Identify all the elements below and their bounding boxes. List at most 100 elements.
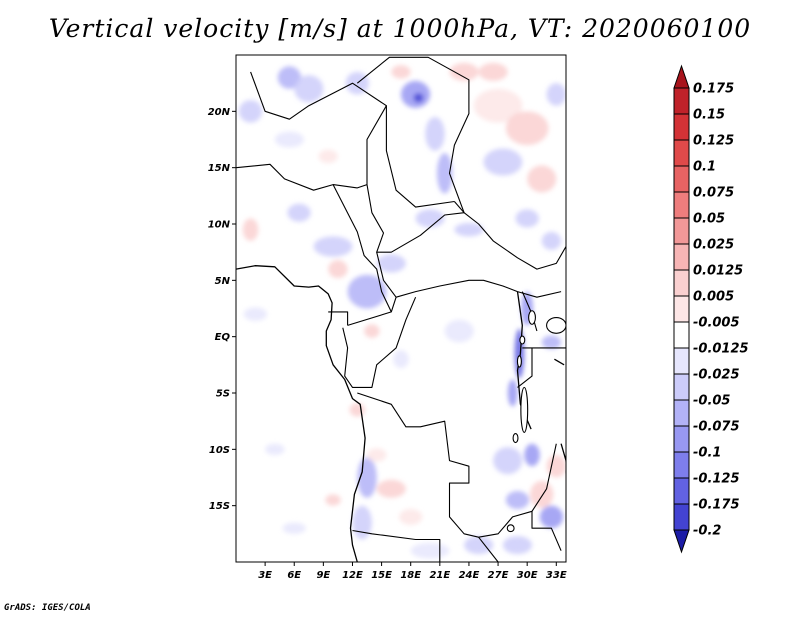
colorbar-swatch (673, 87, 690, 115)
country-boundary (236, 163, 465, 253)
lake-outline (512, 433, 519, 444)
colorbar-label: -0.025 (693, 368, 740, 383)
velocity-patch (376, 254, 406, 273)
colorbar-swatch (673, 217, 690, 245)
country-boundary (376, 252, 562, 298)
country-boundary (347, 297, 397, 326)
colorbar-label: -0.005 (693, 316, 740, 331)
colorbar-swatch (673, 477, 690, 505)
country-boundary (357, 392, 557, 538)
country-boundary (385, 105, 455, 208)
colorbar-label: 0.025 (693, 238, 734, 253)
velocity-patch (473, 88, 523, 123)
velocity-patch (493, 447, 523, 475)
lake-outline (520, 386, 529, 433)
colorbar-label: 0.05 (693, 212, 725, 227)
velocity-patch (391, 65, 411, 79)
lon-tick-label: 9E (316, 570, 330, 581)
velocity-patch (328, 260, 348, 279)
lat-tick-label: 15N (208, 163, 231, 174)
colorbar-swatch (673, 503, 690, 531)
velocity-patch (313, 236, 353, 257)
velocity-patch (364, 324, 380, 338)
lon-tick-label: 27E (488, 570, 509, 581)
colorbar-swatch (673, 373, 690, 401)
country-boundary (453, 201, 465, 214)
country-boundary (342, 296, 417, 388)
colorbar-swatch (673, 243, 690, 271)
colorbar-top-arrow (673, 64, 690, 89)
coastline (236, 265, 366, 562)
velocity-patch (546, 454, 566, 478)
lat-tick-label: 15S (209, 501, 230, 512)
lon-tick-label: 6E (287, 570, 301, 581)
lake-outline (528, 310, 536, 325)
colorbar-swatch (673, 165, 690, 193)
velocity-patch (502, 536, 533, 555)
velocity-patch (376, 479, 406, 498)
lat-tick-label: 5N (215, 276, 231, 287)
velocity-patch (515, 209, 539, 228)
colorbar: 0.175 0.15 0.125 0.1 0.075 0.05 0.025 0.0125 0.0… (673, 64, 749, 554)
lon-tick-label: 30E (517, 570, 538, 581)
map-frame (235, 54, 567, 563)
country-boundary (478, 536, 499, 562)
colorbar-swatch (673, 347, 690, 375)
lake-outline (565, 459, 566, 484)
velocity-patch (399, 509, 423, 525)
lat-tick-label: 5S (216, 389, 230, 400)
velocity-patch (393, 350, 409, 369)
colorbar-bottom-arrow (673, 529, 690, 554)
colorbar-swatch (673, 139, 690, 167)
velocity-patch (415, 209, 445, 228)
velocity-patch (265, 443, 285, 455)
country-boundary (332, 184, 392, 313)
lat-tick-label: 10N (208, 220, 231, 231)
lon-tick-label: 12E (342, 570, 363, 581)
velocity-patch (546, 83, 566, 106)
velocity-patch (527, 165, 557, 193)
velocity-patch (505, 111, 549, 146)
colorbar-label: -0.125 (693, 472, 740, 487)
velocity-patch (541, 335, 562, 350)
country-boundary (328, 311, 349, 326)
velocity-patch (410, 542, 450, 559)
colorbar-swatch (673, 269, 690, 297)
lake-outline (546, 316, 566, 334)
velocity-patch (282, 522, 306, 534)
lon-tick-label: 24E (459, 570, 480, 581)
lon-tick-label: 3E (258, 570, 272, 581)
lake-outline (519, 335, 526, 345)
velocity-patch (242, 218, 259, 241)
coastline (560, 443, 566, 471)
velocity-patch (367, 448, 387, 462)
velocity-patch (524, 443, 540, 467)
velocity-patch (347, 274, 387, 309)
colorbar-label: 0.075 (693, 186, 734, 201)
velocity-patch (507, 379, 518, 407)
country-boundary (250, 71, 387, 185)
lakes (506, 310, 566, 533)
country-boundary (352, 529, 441, 562)
colorbar-swatch (673, 295, 690, 323)
velocity-patch (444, 319, 474, 343)
colorbar-label: -0.0125 (693, 342, 749, 357)
velocity-patch (530, 480, 554, 508)
velocity-patch (505, 491, 530, 510)
velocity-patch (287, 203, 311, 222)
colorbar-label: 0.0125 (693, 264, 743, 279)
velocity-patch (449, 62, 479, 81)
lat-tick-label: EQ (215, 332, 231, 343)
velocity-patch (478, 62, 508, 81)
lat-tick-label: 10S (209, 445, 230, 456)
colorbar-label: 0.1 (693, 160, 716, 175)
colorbar-label: -0.075 (693, 420, 740, 435)
map-title: Vertical velocity [m/s] at 1000hPa, VT: … (48, 14, 752, 43)
latitude-axis: 20N 15N 10N 5N EQ 5S 10S 15S (208, 107, 236, 512)
colorbar-label: -0.1 (693, 446, 721, 461)
country-boundary (531, 511, 562, 551)
country-boundary (356, 56, 566, 270)
velocity-patch (425, 116, 445, 151)
lon-tick-label: 18E (400, 570, 421, 581)
